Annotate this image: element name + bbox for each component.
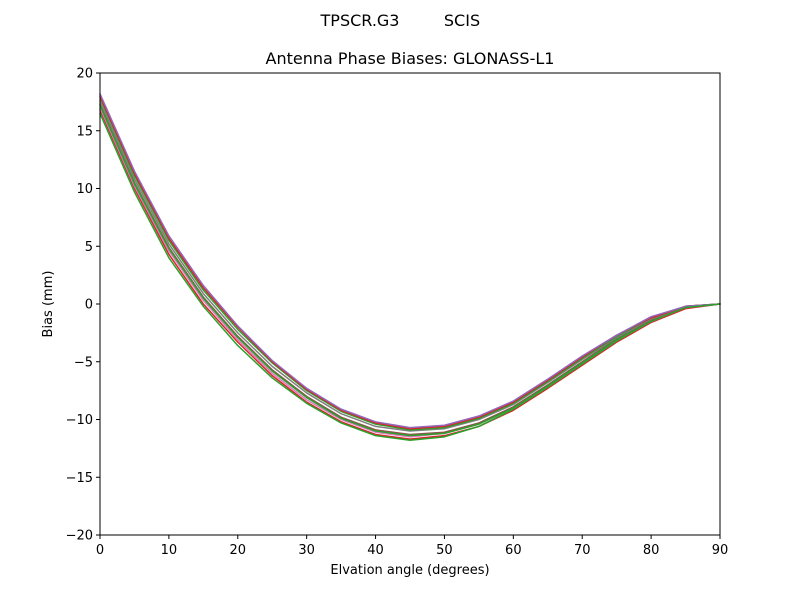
plot-area-frame (99, 72, 721, 536)
x-tick-label: 20 (230, 543, 247, 558)
x-tick-label: 30 (298, 543, 315, 558)
y-tick-label: 15 (76, 124, 93, 139)
y-tick-label: 5 (85, 240, 93, 255)
x-tick-label: 80 (643, 543, 660, 558)
x-axis-label: Elvation angle (degrees) (330, 563, 489, 578)
series-line-8 (99, 93, 721, 429)
series-line-7 (99, 95, 721, 430)
y-tick-label: 10 (76, 182, 93, 197)
series-line-9 (99, 104, 721, 437)
x-tick-label: 50 (436, 543, 453, 558)
x-tick-label: 0 (96, 543, 104, 558)
figure-suptitle-left: TPSCR.G3 (320, 11, 400, 30)
y-tick-label: −20 (66, 529, 93, 544)
series-line-2 (99, 112, 721, 442)
x-tick-label: 40 (367, 543, 384, 558)
x-tick-label: 70 (574, 543, 591, 558)
chart-title: Antenna Phase Biases: GLONASS-L1 (266, 49, 555, 68)
x-tick-label: 90 (712, 543, 729, 558)
figure-suptitle-right: SCIS (444, 11, 480, 30)
y-axis-label: Bias (mm) (41, 271, 56, 338)
series-line-1 (99, 109, 721, 440)
y-tick-label: 0 (85, 298, 93, 313)
x-tick-label: 10 (161, 543, 178, 558)
x-axis: 0 10 20 30 40 50 60 70 80 90 (96, 535, 728, 558)
y-axis: −20 −15 −10 −5 0 5 10 15 20 (66, 67, 100, 544)
series-line-5 (99, 99, 721, 432)
y-tick-label: −15 (66, 471, 93, 486)
series-line-6 (99, 96, 721, 431)
y-tick-label: −5 (74, 355, 93, 370)
series-layer (99, 93, 721, 442)
x-tick-label: 60 (505, 543, 522, 558)
y-tick-label: −10 (66, 413, 93, 428)
y-tick-label: 20 (76, 67, 93, 82)
